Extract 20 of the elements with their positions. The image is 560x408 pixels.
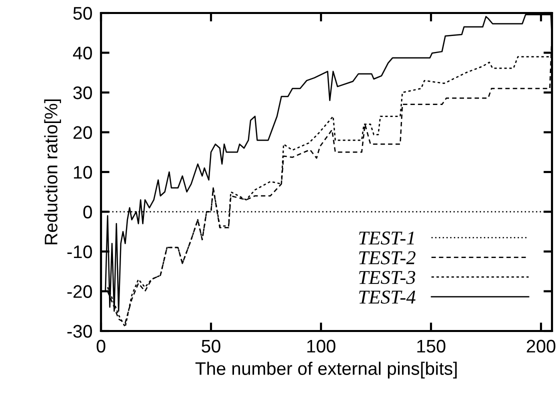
x-tick-label: 150 [417,340,446,353]
legend-label: TEST-3 [359,270,416,284]
legend-label: TEST-1 [359,232,414,245]
y-tick-label: 10 [74,166,92,179]
y-tick-label: -20 [67,285,92,298]
y-tick-label: -30 [67,324,92,338]
x-tick-label: 200 [526,340,556,353]
y-axis-title: Reduction ratio[%] [44,100,62,244]
y-tick-label: 50 [73,6,92,20]
y-tick-label: 20 [73,126,92,139]
y-tick-label: 40 [73,46,92,60]
y-tick-label: 30 [73,86,92,100]
legend-label: TEST-4 [359,290,416,304]
y-tick-label: 0 [83,206,92,218]
x-tick-label: 50 [202,340,220,353]
x-axis-title: The number of external pins[bits] [195,362,457,379]
x-tick-label: 0 [96,340,106,353]
legend-label: TEST-2 [359,251,416,264]
y-tick-label: -10 [67,245,92,258]
x-tick-label: 100 [307,340,336,353]
